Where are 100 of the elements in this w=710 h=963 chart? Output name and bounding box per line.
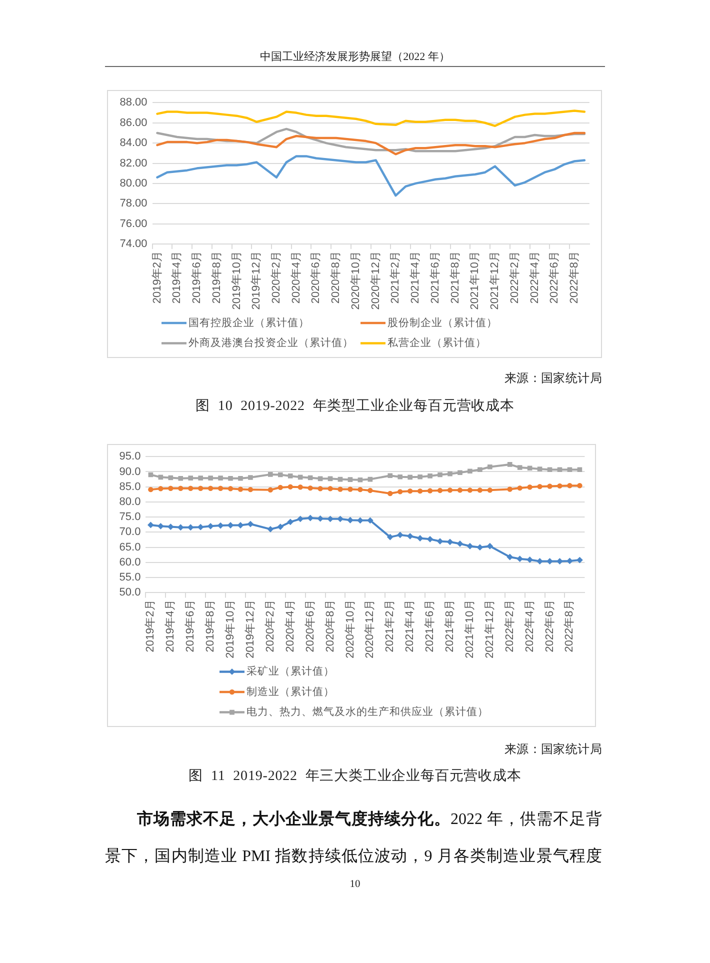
point — [208, 476, 213, 480]
point — [288, 474, 293, 478]
point — [566, 558, 573, 564]
point — [368, 488, 373, 494]
x-tick-label: 2020年2月 — [270, 251, 283, 304]
point — [218, 486, 224, 491]
x-tick-label: 2021年6月 — [424, 600, 436, 652]
point — [507, 486, 512, 492]
point — [448, 471, 452, 476]
y-tick-label: 65.0 — [119, 541, 141, 554]
point — [457, 488, 463, 493]
text: 中国工业经济发展形势展望（2022 年） — [260, 50, 450, 64]
point — [576, 556, 583, 564]
x-tick-label: 2020年10月 — [344, 600, 356, 658]
y-tick-label: 86.00 — [120, 116, 148, 129]
point — [168, 486, 174, 491]
point — [228, 486, 234, 492]
point — [547, 467, 552, 472]
point — [207, 522, 214, 530]
source-note: 来源：国家统计局 — [504, 370, 602, 386]
x-tick-label: 2021年4月 — [410, 251, 422, 304]
point — [307, 514, 314, 522]
point — [567, 483, 572, 488]
x-tick-label: 2021年10月 — [464, 600, 476, 658]
point — [388, 490, 393, 496]
x-tick-label: 2019年10月 — [224, 600, 237, 658]
point — [358, 477, 363, 482]
point — [348, 477, 353, 482]
point — [248, 486, 254, 492]
x-tick-label: 2020年10月 — [350, 251, 362, 310]
point — [268, 487, 274, 492]
point — [537, 484, 542, 490]
point — [148, 486, 154, 492]
point — [178, 486, 184, 491]
point — [408, 474, 412, 480]
y-tick-label: 75.0 — [119, 511, 141, 524]
y-tick-label: 78.00 — [120, 198, 148, 210]
x-tick-label: 2022年2月 — [504, 600, 516, 652]
point — [278, 472, 283, 478]
point — [198, 476, 203, 480]
x-tick-label: 2020年4月 — [290, 251, 302, 304]
point — [287, 518, 294, 526]
point — [268, 472, 273, 477]
point — [347, 516, 354, 524]
point — [487, 488, 493, 493]
point — [526, 556, 534, 563]
point — [407, 488, 413, 494]
point — [478, 467, 482, 472]
x-tick-label: 2020年4月 — [284, 600, 296, 652]
point — [517, 485, 522, 491]
x-tick-label: 2019年2月 — [151, 251, 164, 304]
point — [228, 476, 233, 481]
point — [327, 516, 334, 522]
x-tick-label: 2021年12月 — [489, 251, 502, 310]
point — [388, 473, 393, 478]
x-tick-label: 2021年12月 — [484, 600, 496, 658]
y-tick-label: 95.0 — [119, 450, 141, 463]
point — [427, 488, 433, 494]
point — [158, 486, 164, 492]
point — [577, 483, 582, 488]
legend-label: 制造业（累计值） — [246, 684, 334, 698]
point — [358, 486, 363, 492]
x-tick-label: 2022年4月 — [524, 600, 536, 652]
legend-label: 采矿业（累计值） — [246, 664, 334, 678]
point — [466, 542, 474, 550]
text: 2022 年，供需不足背 — [450, 810, 602, 828]
point — [577, 467, 582, 472]
point — [488, 464, 492, 470]
x-tick-label: 2019年6月 — [184, 600, 197, 652]
point — [537, 466, 542, 472]
point — [167, 524, 174, 530]
point — [348, 486, 353, 492]
y-tick-label: 90.0 — [119, 466, 141, 478]
point — [516, 556, 524, 562]
y-tick-label: 50.0 — [119, 586, 141, 599]
point — [318, 486, 323, 492]
x-tick-label: 2020年6月 — [310, 251, 322, 304]
point — [168, 475, 174, 480]
point — [527, 484, 532, 490]
x-tick-label: 2021年10月 — [469, 251, 482, 310]
point — [437, 488, 443, 494]
legend-label: 股份制企业（累计值） — [388, 316, 498, 329]
point — [238, 476, 243, 481]
text: 市场需求不足，大小企业景气度持续分化。 — [137, 810, 450, 828]
point — [438, 472, 442, 478]
point — [428, 474, 432, 478]
point — [557, 483, 562, 489]
source-note: 来源：国家统计局 — [504, 741, 602, 757]
point — [446, 538, 454, 546]
x-tick-label: 2019年8月 — [210, 251, 223, 304]
x-tick-label: 2022年4月 — [528, 251, 541, 304]
point — [208, 486, 214, 491]
point — [178, 476, 184, 481]
point — [308, 485, 313, 491]
y-tick-label: 70.0 — [119, 526, 141, 538]
point — [218, 476, 223, 480]
point — [417, 488, 423, 494]
point — [157, 522, 164, 530]
point — [188, 486, 194, 491]
point — [468, 468, 472, 474]
